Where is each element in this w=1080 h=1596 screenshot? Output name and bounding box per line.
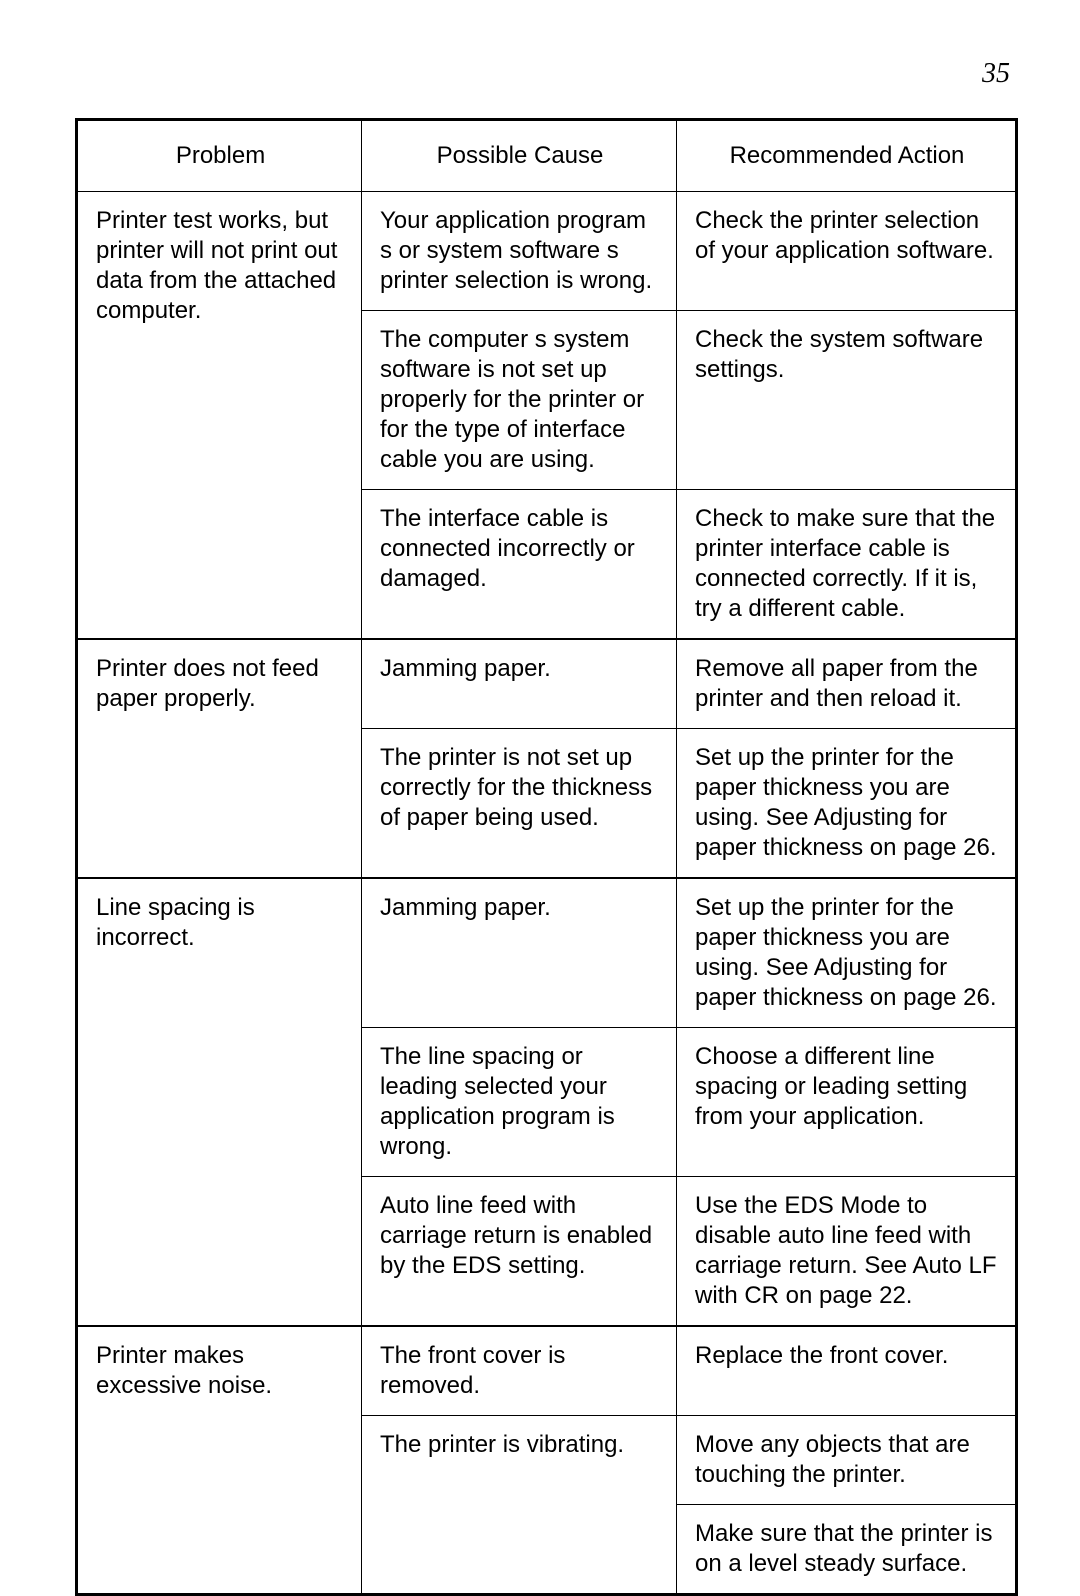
table-row: Printer test works, but printer will not… bbox=[77, 192, 1017, 311]
cell-problem: Printer makes excessive noise. bbox=[77, 1326, 362, 1595]
page: 35 Problem Possible Cause Recommended Ac… bbox=[0, 0, 1080, 1529]
table-row: Printer makes excessive noise. The front… bbox=[77, 1326, 1017, 1416]
cell-cause: The line spacing or leading selected you… bbox=[362, 1028, 677, 1177]
cell-action: Move any objects that are touching the p… bbox=[677, 1416, 1017, 1505]
cell-action: Check the printer selection of your appl… bbox=[677, 192, 1017, 311]
cell-cause: Jamming paper. bbox=[362, 878, 677, 1028]
cell-cause: The front cover is removed. bbox=[362, 1326, 677, 1416]
table-header-row: Problem Possible Cause Recommended Actio… bbox=[77, 120, 1017, 192]
cell-cause: The interface cable is connected incorre… bbox=[362, 490, 677, 640]
cell-cause: Auto line feed with carriage return is e… bbox=[362, 1177, 677, 1327]
table-row: Line spacing is incorrect. Jamming paper… bbox=[77, 878, 1017, 1028]
page-number: 35 bbox=[982, 58, 1010, 90]
cell-problem: Line spacing is incorrect. bbox=[77, 878, 362, 1326]
cell-action: Set up the printer for the paper thickne… bbox=[677, 729, 1017, 879]
cell-cause: The printer is not set up correctly for … bbox=[362, 729, 677, 879]
cell-action: Replace the front cover. bbox=[677, 1326, 1017, 1416]
cell-action: Choose a different line spacing or leadi… bbox=[677, 1028, 1017, 1177]
table-row: Printer does not feed paper properly. Ja… bbox=[77, 639, 1017, 729]
cell-cause: The computer s system software is not se… bbox=[362, 311, 677, 490]
cell-action: Check to make sure that the printer inte… bbox=[677, 490, 1017, 640]
cell-cause: Jamming paper. bbox=[362, 639, 677, 729]
cell-cause: Your application program s or system sof… bbox=[362, 192, 677, 311]
cell-action: Make sure that the printer is on a level… bbox=[677, 1505, 1017, 1595]
cell-problem: Printer test works, but printer will not… bbox=[77, 192, 362, 640]
th-cause: Possible Cause bbox=[362, 120, 677, 192]
cell-cause: The printer is vibrating. bbox=[362, 1416, 677, 1595]
cell-action: Use the EDS Mode to disable auto line fe… bbox=[677, 1177, 1017, 1327]
cell-action: Set up the printer for the paper thickne… bbox=[677, 878, 1017, 1028]
th-problem: Problem bbox=[77, 120, 362, 192]
cell-problem: Printer does not feed paper properly. bbox=[77, 639, 362, 878]
cell-action: Check the system software settings. bbox=[677, 311, 1017, 490]
troubleshoot-table: Problem Possible Cause Recommended Actio… bbox=[75, 118, 1018, 1596]
th-action: Recommended Action bbox=[677, 120, 1017, 192]
cell-action: Remove all paper from the printer and th… bbox=[677, 639, 1017, 729]
